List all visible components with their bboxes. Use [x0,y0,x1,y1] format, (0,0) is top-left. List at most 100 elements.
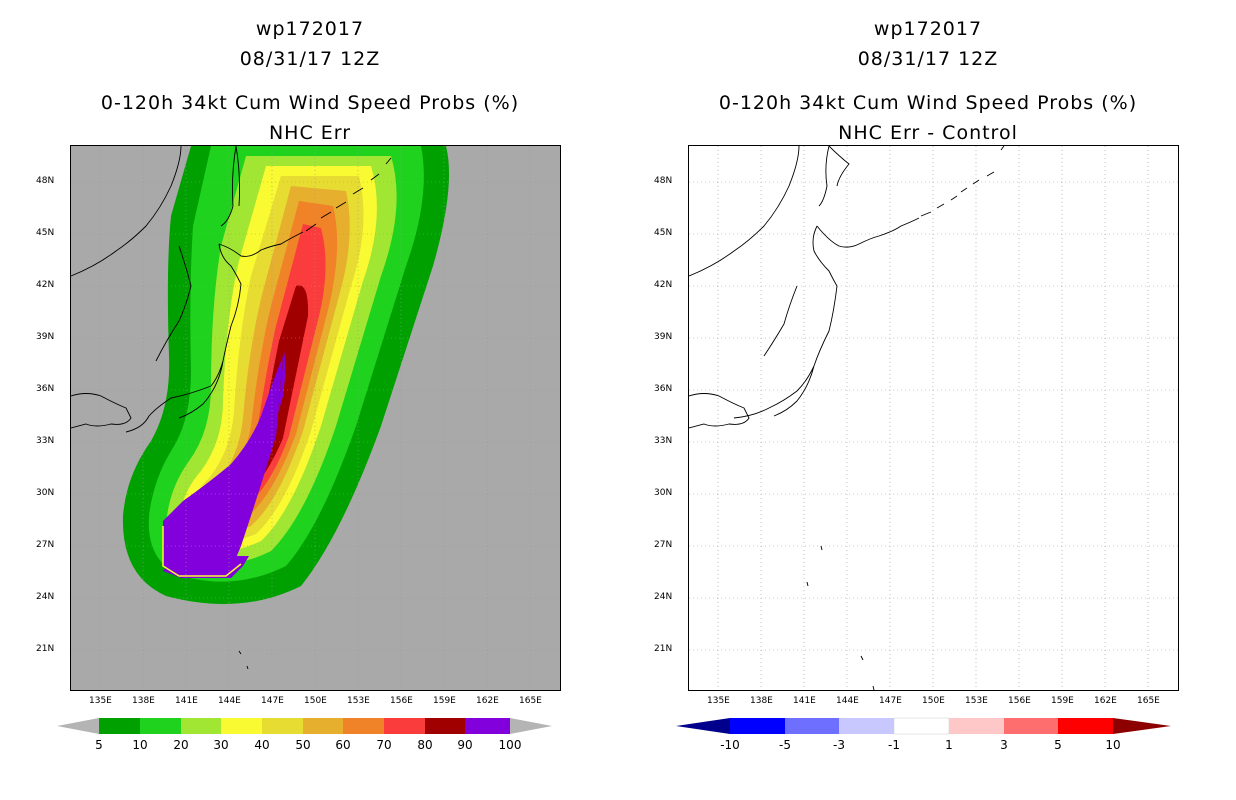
left-product-title: 0-120h 34kt Cum Wind Speed Probs (%) [100,92,520,114]
south-islands [806,545,875,690]
right-lat-label-39n: 39N [654,332,673,342]
right-storm-id: wp172017 [873,18,983,40]
right-lon-label-141e: 141E [793,696,816,706]
left-colorbar-bin-6 [303,718,343,734]
lat-lon-grid [71,146,560,690]
left-colorbar-low-arrow [57,718,99,734]
left-colorbar-bin-3 [181,718,221,734]
left-subtitle: NHC Err [268,122,352,144]
left-lat-label-24n: 24N [36,592,55,602]
left-cb-label-20: 20 [173,738,188,752]
right-colorbar-bin-7 [1058,718,1113,734]
left-storm-id: wp172017 [255,18,365,40]
lat-lon-grid [689,146,1178,690]
left-cb-label-10: 10 [132,738,147,752]
left-lon-label-135e: 135E [89,696,112,706]
left-colorbar-high-arrow [510,718,552,734]
right-cb-label-m1: -1 [888,738,900,752]
right-product-title: 0-120h 34kt Cum Wind Speed Probs (%) [718,92,1138,114]
right-lat-label-36n: 36N [654,384,673,394]
left-lon-label-141e: 141E [175,696,198,706]
right-lat-label-27n: 27N [654,540,673,550]
right-colorbar-bin-4 [893,717,950,735]
left-colorbar-bin-5 [262,718,303,734]
left-lat-label-27n: 27N [36,540,55,550]
left-cb-label-5: 5 [95,738,103,752]
left-cb-label-70: 70 [376,738,391,752]
right-cb-label-m10: -10 [720,738,740,752]
contour-100 [163,356,283,571]
right-colorbar-high-arrow [1113,718,1171,734]
right-lat-label-24n: 24N [654,592,673,602]
left-lon-label-150e: 150E [304,696,327,706]
honshu [125,283,242,433]
left-colorbar: 5 10 20 30 40 50 60 70 80 90 100 [57,718,552,752]
right-colorbar-bin-2 [785,718,839,734]
left-colorbar-bin-8 [384,718,425,734]
left-cb-label-80: 80 [417,738,432,752]
kurils [920,146,1005,217]
left-colorbar-bin-10 [465,718,510,734]
left-colorbar-bin-9 [425,718,465,734]
left-lon-label-147e: 147E [261,696,284,706]
left-cb-label-50: 50 [295,738,310,752]
japan-sea-coast [155,245,192,362]
left-cb-label-40: 40 [254,738,269,752]
coastlines [71,146,392,670]
left-lat-label-36n: 36N [36,384,55,394]
hokkaido [812,217,920,287]
right-lon-label-138e: 138E [750,696,773,706]
right-colorbar-bin-5 [949,718,1004,734]
right-lat-label-21n: 21N [654,644,673,654]
left-colorbar-bin-2 [140,718,181,734]
left-colorbar-bin-1 [99,718,140,734]
right-datetime: 08/31/17 12Z [857,48,999,70]
left-lat-label-21n: 21N [36,644,55,654]
right-map-panel [688,145,1179,691]
south-islands [238,650,249,670]
hokkaido [218,231,304,285]
right-colorbar: -10 -5 -3 -1 1 3 5 10 [676,717,1171,752]
right-lat-label-48n: 48N [654,176,673,186]
right-cb-label-1: 1 [945,738,953,752]
right-lat-label-42n: 42N [654,280,673,290]
right-lon-label-165e: 165E [1137,696,1160,706]
right-cb-label-5: 5 [1054,738,1062,752]
left-lat-label-33n: 33N [36,436,55,446]
left-lon-label-153e: 153E [347,696,370,706]
asia-coast [71,146,182,277]
kurils [305,157,392,232]
asia-coast [689,146,800,277]
right-lon-label-144e: 144E [836,696,859,706]
left-cb-label-90: 90 [457,738,472,752]
right-map-svg [689,146,1178,690]
right-lon-label-156e: 156E [1008,696,1031,706]
right-lat-label-30n: 30N [654,488,673,498]
probability-contours [122,146,450,604]
right-lon-label-159e: 159E [1051,696,1074,706]
right-lon-label-153e: 153E [965,696,988,706]
left-lon-label-159e: 159E [433,696,456,706]
right-title-block: wp172017 08/31/17 12Z 0-120h 34kt Cum Wi… [678,14,1178,148]
right-cb-label-3: 3 [1000,738,1008,752]
left-lon-label-165e: 165E [519,696,542,706]
korea-coast [689,393,750,429]
left-lat-label-48n: 48N [36,176,55,186]
left-datetime: 08/31/17 12Z [239,48,381,70]
left-map-panel [70,145,561,691]
left-cb-label-100: 100 [499,738,522,752]
left-lat-label-45n: 45N [36,228,55,238]
right-colorbar-low-arrow [676,718,730,734]
left-lat-label-42n: 42N [36,280,55,290]
left-colorbar-bin-4 [221,718,262,734]
sakhalin [220,146,241,227]
contour-100-edge [162,526,242,577]
sakhalin [818,146,850,207]
right-colorbar-bin-6 [1004,718,1058,734]
right-lon-label-150e: 150E [922,696,945,706]
left-map-svg [71,146,560,690]
left-title-block: wp172017 08/31/17 12Z 0-120h 34kt Cum Wi… [60,14,560,148]
right-lat-label-45n: 45N [654,228,673,238]
right-cb-label-m3: -3 [833,738,845,752]
